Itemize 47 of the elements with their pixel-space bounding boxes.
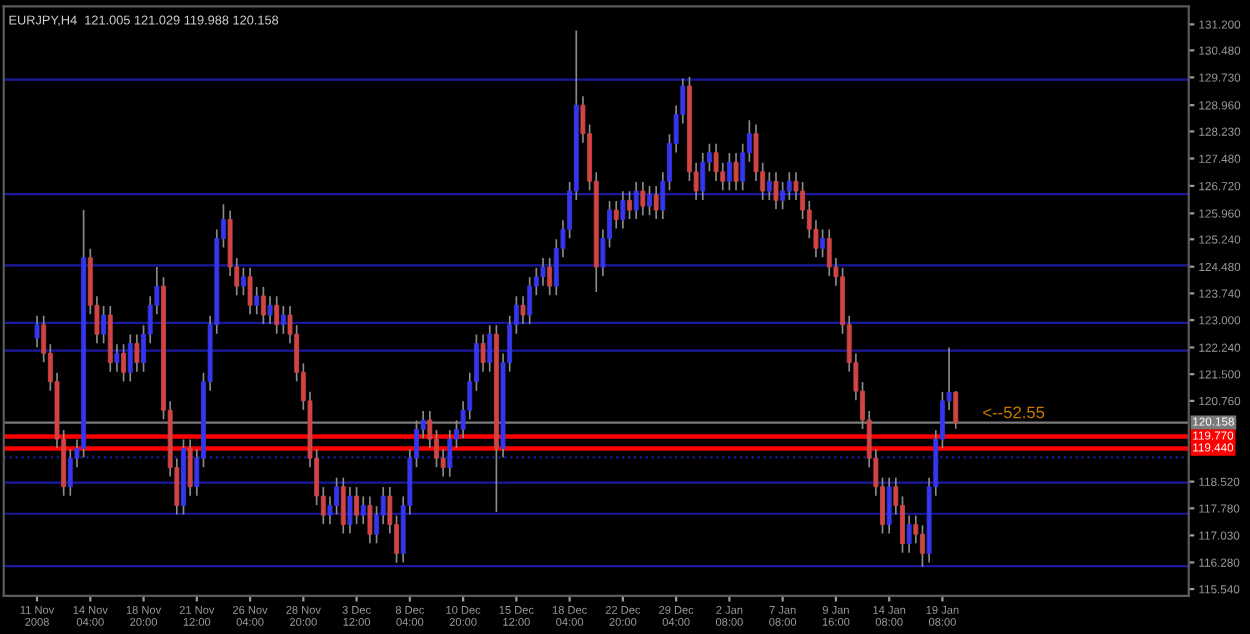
candlestick: [447, 429, 453, 478]
candlestick: [187, 438, 193, 497]
candlestick: [527, 276, 533, 325]
candlestick: [733, 152, 739, 192]
candlestick: [107, 305, 113, 373]
candlestick: [267, 295, 273, 325]
candlestick: [121, 343, 126, 383]
candlestick: [280, 305, 286, 335]
candlestick: [820, 228, 826, 259]
candlestick: [920, 524, 925, 568]
candlestick: [713, 142, 719, 182]
candlestick: [114, 343, 120, 373]
candlestick: [627, 190, 632, 220]
candlestick: [886, 476, 892, 535]
candlestick: [334, 476, 340, 516]
candlestick: [613, 200, 619, 230]
candlestick: [340, 476, 346, 535]
candlestick: [254, 286, 260, 316]
candlestick: [360, 495, 366, 526]
candlestick: [260, 286, 266, 325]
candlestick: [480, 333, 486, 373]
candlestick: [127, 333, 133, 383]
candlestick: [520, 295, 526, 325]
candlestick: [134, 333, 140, 373]
candlestick: [367, 495, 373, 545]
candlestick: [347, 486, 353, 535]
candlestick: [487, 324, 493, 373]
candlestick: [540, 257, 546, 287]
candlestick: [620, 190, 626, 230]
candlestick: [786, 171, 792, 201]
candlestick: [241, 266, 246, 297]
candlestick: [653, 185, 659, 220]
candlestick: [773, 171, 779, 211]
candlestick: [766, 171, 772, 201]
candlestick: [547, 257, 553, 297]
candlestick: [633, 181, 639, 220]
candlestick: [906, 514, 912, 554]
candlestick: [640, 181, 646, 216]
candlestick: [726, 152, 732, 192]
annotation: <--52.55: [983, 406, 1045, 419]
candlestick: [101, 305, 107, 344]
candlestick: [700, 152, 706, 201]
candlestick: [274, 295, 280, 335]
candlestick: [34, 314, 40, 348]
candlestick: [354, 486, 359, 526]
candlestick: [247, 266, 253, 316]
candlestick: [647, 185, 652, 216]
